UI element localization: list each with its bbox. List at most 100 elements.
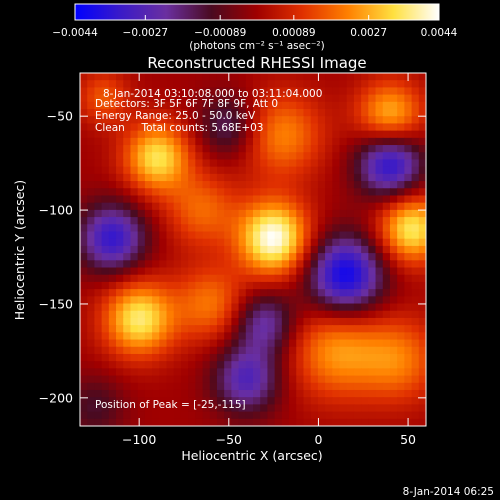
- heatmap-cell: [166, 404, 175, 413]
- heatmap-cell: [130, 188, 139, 197]
- heatmap-cell: [238, 195, 247, 204]
- heatmap-cell: [317, 80, 326, 88]
- heatmap-cell: [260, 375, 269, 384]
- heatmap-cell: [108, 123, 117, 132]
- heatmap-cell: [116, 404, 124, 413]
- heatmap-cell: [94, 217, 103, 225]
- heatmap-cell: [216, 109, 225, 117]
- heatmap-cell: [209, 397, 218, 405]
- heatmap-cell: [116, 181, 124, 189]
- heatmap-cell: [289, 303, 297, 312]
- heatmap-cell: [180, 353, 189, 362]
- heatmap-cell: [317, 173, 326, 182]
- heatmap-cell: [411, 166, 420, 175]
- heatmap-cell: [166, 159, 175, 168]
- heatmap-cell: [353, 382, 362, 391]
- heatmap-cell: [80, 368, 88, 377]
- heatmap-cell: [274, 73, 283, 81]
- heatmap-cell: [317, 159, 326, 168]
- heatmap-cell: [296, 159, 305, 168]
- heatmap-cell: [397, 209, 405, 218]
- heatmap-cell: [289, 332, 297, 341]
- heatmap-cell: [108, 202, 117, 211]
- heatmap-cell: [303, 310, 312, 319]
- heatmap-cell: [361, 188, 369, 197]
- heatmap-cell: [224, 195, 232, 204]
- heatmap-cell: [245, 375, 254, 384]
- heatmap-cell: [195, 166, 204, 175]
- heatmap-cell: [397, 87, 405, 96]
- heatmap-cell: [346, 411, 355, 420]
- heatmap-cell: [397, 274, 405, 283]
- heatmap-cell: [389, 173, 398, 182]
- heatmap-cell: [375, 137, 384, 146]
- heatmap-cell: [411, 296, 420, 305]
- heatmap-cell: [332, 173, 341, 182]
- heatmap-cell: [260, 332, 269, 341]
- heatmap-cell: [289, 73, 297, 81]
- heatmap-cell: [94, 202, 103, 211]
- heatmap-cell: [166, 130, 175, 139]
- heatmap-cell: [267, 80, 276, 88]
- heatmap-cell: [375, 202, 384, 211]
- heatmap-cell: [202, 245, 211, 254]
- heatmap-cell: [310, 411, 319, 420]
- heatmap-cell: [173, 289, 182, 297]
- heatmap-cell: [346, 397, 355, 405]
- heatmap-cell: [325, 253, 333, 261]
- heatmap-cell: [224, 137, 232, 146]
- heatmap-cell: [245, 303, 254, 312]
- heatmap-cell: [346, 87, 355, 96]
- heatmap-cell: [166, 80, 175, 88]
- heatmap-cell: [404, 130, 413, 139]
- heatmap-cell: [411, 130, 420, 139]
- heatmap-cell: [281, 101, 290, 110]
- heatmap-cell: [144, 397, 153, 405]
- heatmap-cell: [116, 202, 124, 211]
- heatmap-cell: [116, 224, 124, 233]
- heatmap-cell: [317, 94, 326, 103]
- heatmap-cell: [94, 404, 103, 413]
- heatmap-cell: [137, 332, 146, 341]
- heatmap-cell: [353, 224, 362, 233]
- heatmap-cell: [216, 188, 225, 197]
- heatmap-cell: [152, 109, 160, 117]
- heatmap-cell: [202, 389, 211, 398]
- heatmap-cell: [303, 296, 312, 305]
- heatmap-cell: [123, 411, 132, 420]
- heatmap-cell: [375, 109, 384, 117]
- heatmap-cell: [397, 109, 405, 117]
- heatmap-cell: [397, 346, 405, 355]
- heatmap-cell: [101, 152, 110, 161]
- heatmap-cell: [339, 404, 348, 413]
- heatmap-cell: [123, 325, 132, 333]
- heatmap-cell: [123, 317, 132, 326]
- heatmap-cell: [152, 281, 160, 290]
- heatmap-cell: [216, 361, 225, 369]
- heatmap-cell: [296, 80, 305, 88]
- heatmap-cell: [404, 188, 413, 197]
- heatmap-cell: [180, 181, 189, 189]
- heatmap-cell: [253, 80, 261, 88]
- heatmap-cell: [216, 274, 225, 283]
- heatmap-cell: [253, 339, 261, 348]
- heatmap-cell: [274, 101, 283, 110]
- heatmap-cell: [310, 389, 319, 398]
- heatmap-cell: [123, 281, 132, 290]
- heatmap-cell: [303, 188, 312, 197]
- heatmap-cell: [101, 397, 110, 405]
- heatmap-cell: [137, 152, 146, 161]
- colorbar-tick-label: −0.0027: [123, 27, 169, 39]
- heatmap-cell: [116, 389, 124, 398]
- heatmap-cell: [130, 418, 139, 426]
- heatmap-cell: [238, 188, 247, 197]
- heatmap-cell: [296, 152, 305, 161]
- heatmap-cell: [123, 202, 132, 211]
- heatmap-cell: [382, 303, 391, 312]
- heatmap-cell: [382, 202, 391, 211]
- heatmap-cell: [310, 145, 319, 153]
- heatmap-cell: [260, 361, 269, 369]
- heatmap-cell: [216, 166, 225, 175]
- heatmap-cell: [152, 260, 160, 269]
- heatmap-cell: [418, 382, 426, 391]
